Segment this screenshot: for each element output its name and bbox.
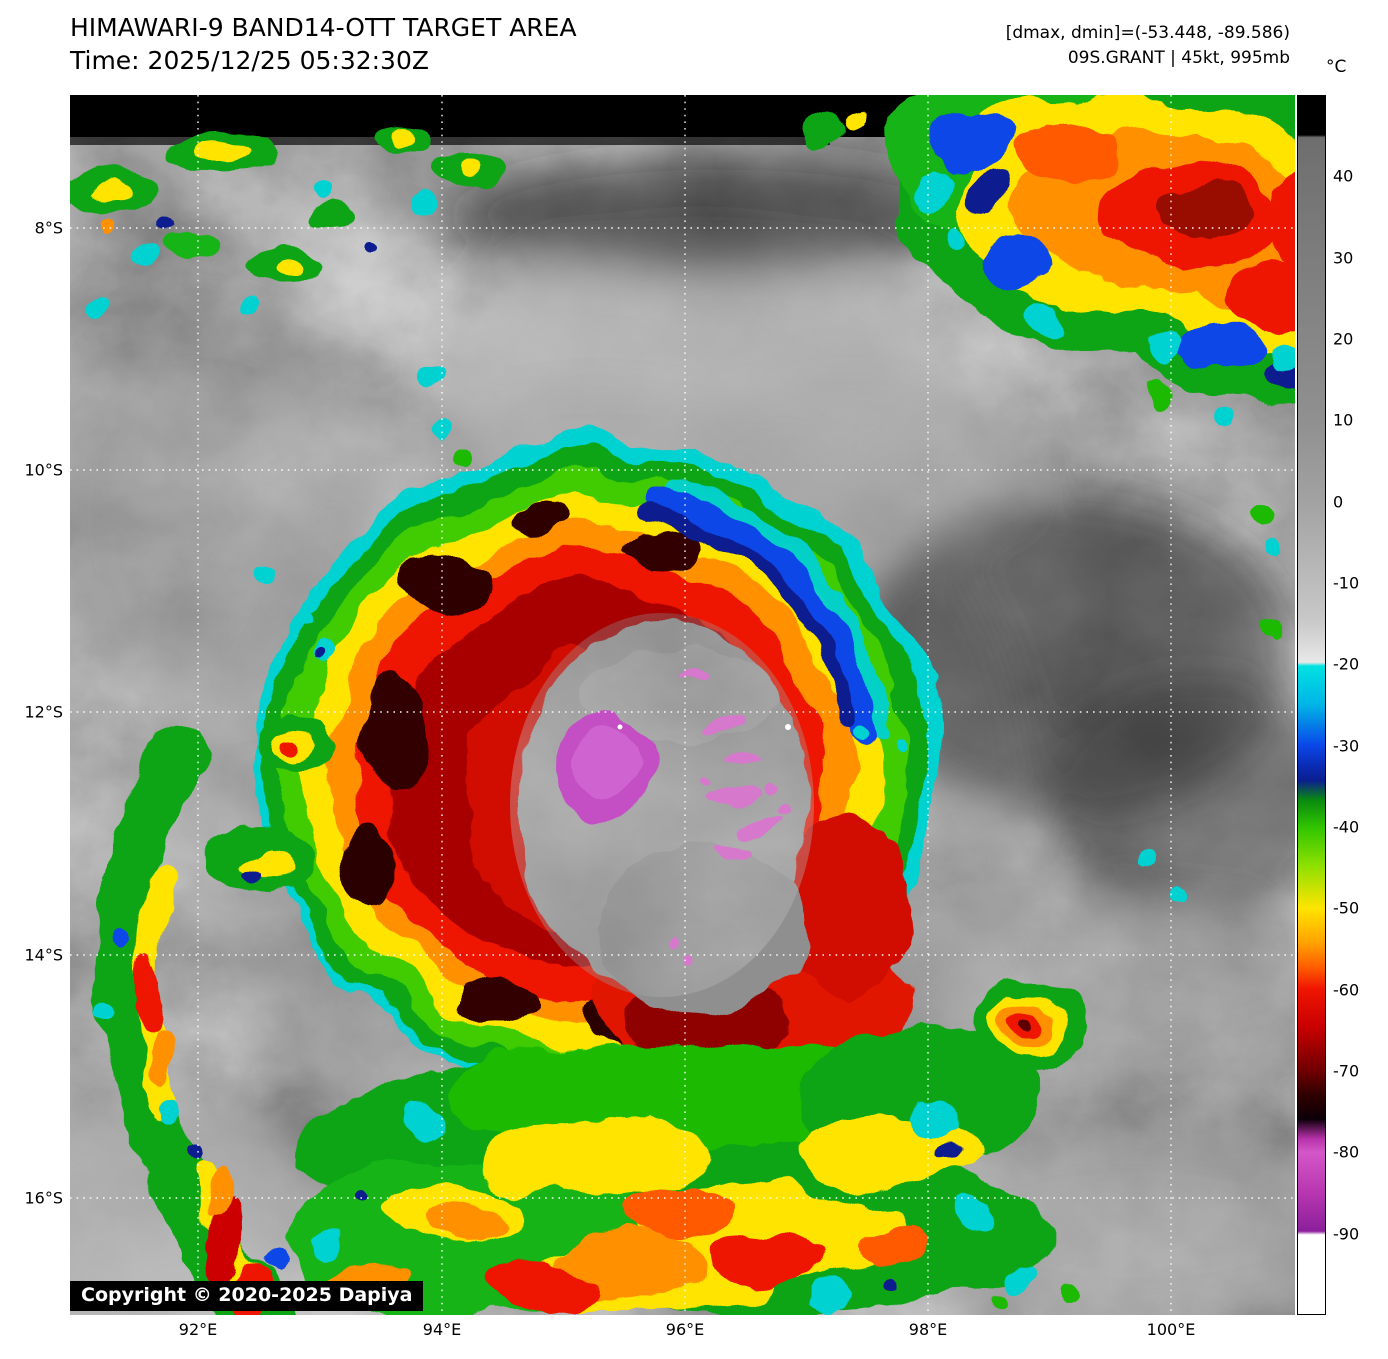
lat-tick: 16°S bbox=[24, 1188, 63, 1208]
lat-tick: 12°S bbox=[24, 702, 63, 722]
latitude-axis: 8°S 10°S 12°S 14°S 16°S bbox=[0, 95, 66, 1315]
colorbar-tick: -70 bbox=[1333, 1061, 1360, 1081]
map-panel: Copyright © 2020-2025 Dapiya bbox=[70, 95, 1295, 1315]
colorbar-tick: -30 bbox=[1333, 736, 1360, 756]
colorbar-tick: -20 bbox=[1333, 654, 1360, 674]
copyright-badge: Copyright © 2020-2025 Dapiya bbox=[70, 1281, 424, 1311]
timestamp-label: Time: 2025/12/25 05:32:30Z bbox=[70, 46, 429, 75]
grid-lines bbox=[70, 95, 1295, 1315]
lat-tick: 10°S bbox=[24, 460, 63, 480]
lon-tick: 98°E bbox=[908, 1320, 948, 1339]
colorbar-tick: -10 bbox=[1333, 573, 1360, 593]
metadata-block: [dmax, dmin]=(-53.448, -89.586) 09S.GRAN… bbox=[1006, 21, 1290, 71]
colorbar-tick: -80 bbox=[1333, 1142, 1360, 1162]
colorbar-tick: -40 bbox=[1333, 817, 1360, 837]
lon-tick: 100°E bbox=[1146, 1320, 1196, 1339]
colorbar-tick: 30 bbox=[1333, 248, 1354, 268]
dmax-dmin-label: [dmax, dmin]=(-53.448, -89.586) bbox=[1005, 23, 1290, 43]
lon-tick: 94°E bbox=[422, 1320, 462, 1339]
satellite-image bbox=[70, 95, 1295, 1315]
colorbar-tick: -60 bbox=[1333, 980, 1360, 1000]
colorbar-tick: 0 bbox=[1333, 492, 1344, 512]
lon-tick: 92°E bbox=[178, 1320, 218, 1339]
lat-tick: 14°S bbox=[24, 945, 63, 965]
colorbar-tick: 40 bbox=[1333, 166, 1354, 186]
colorbar-tick: 10 bbox=[1333, 410, 1354, 430]
lat-tick: 8°S bbox=[34, 218, 63, 238]
storm-info-label: 09S.GRANT | 45kt, 995mb bbox=[1067, 48, 1290, 68]
colorbar-tick: -50 bbox=[1333, 898, 1360, 918]
lon-tick: 96°E bbox=[665, 1320, 705, 1339]
colorbar-ticks: 40 30 20 10 0 -10 -20 -30 -40 -50 -60 -7… bbox=[1333, 95, 1388, 1315]
colorbar-unit-label: °C bbox=[1326, 57, 1347, 77]
colorbar-tick: 20 bbox=[1333, 329, 1354, 349]
longitude-axis: 92°E 94°E 96°E 98°E 100°E bbox=[70, 1320, 1295, 1348]
colorbar-tick: -90 bbox=[1333, 1224, 1360, 1244]
page-title: HIMAWARI-9 BAND14-OTT TARGET AREA bbox=[70, 13, 577, 42]
colorbar-gradient bbox=[1297, 95, 1326, 1315]
